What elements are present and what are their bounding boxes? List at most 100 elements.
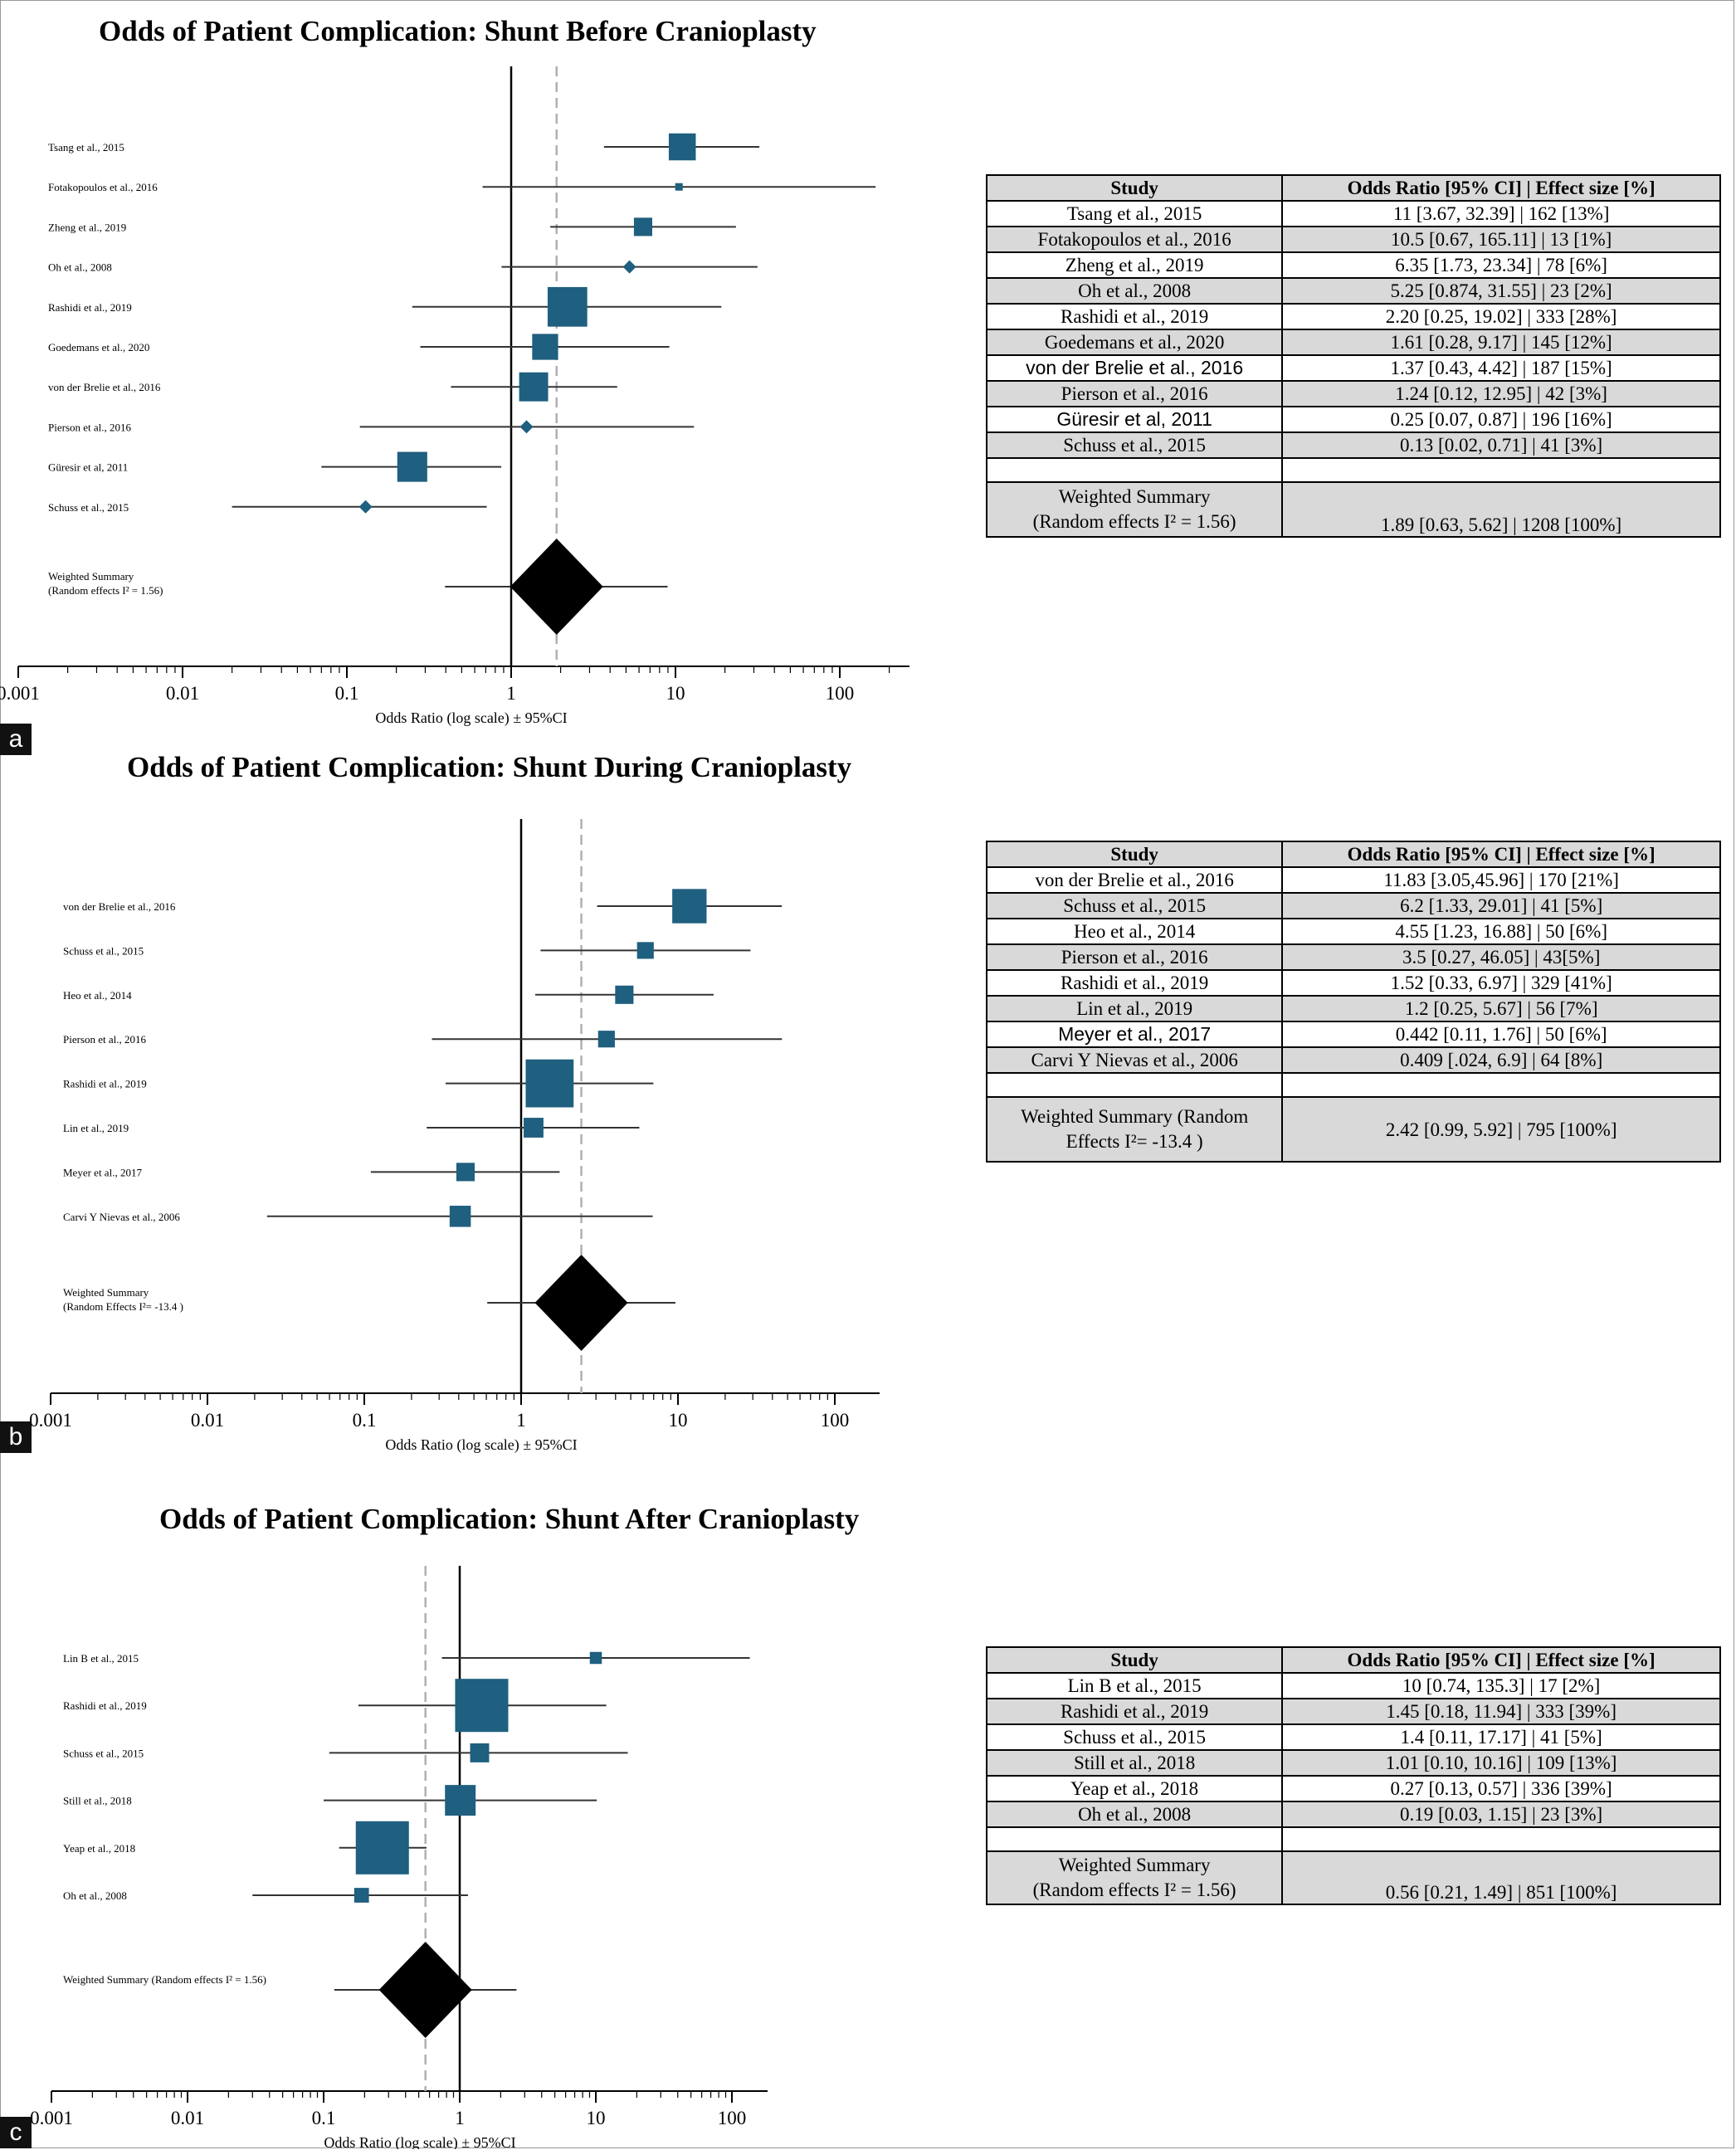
table-row: Carvi Y Nievas et al., 2006 0.409 [.024, … xyxy=(985,1046,1721,1074)
summary-diamond xyxy=(378,1942,472,2038)
table-row: Still et al., 2018 1.01 [0.10, 10.16] | 1… xyxy=(985,1749,1721,1777)
panel-letter-b: b xyxy=(0,1421,32,1453)
panel-letter-a: a xyxy=(0,724,32,755)
study-marker-square xyxy=(455,1679,509,1733)
study-label: Goedemans et al., 2020 xyxy=(48,341,149,353)
table-cell-study: Zheng et al., 2019 xyxy=(985,251,1284,279)
table-row: Pierson et al., 2016 1.24 [0.12, 12.95] |… xyxy=(985,380,1721,407)
table-cell-study: Carvi Y Nievas et al., 2006 xyxy=(985,1046,1284,1074)
study-marker-square xyxy=(672,889,707,924)
table-cell-result: 4.55 [1.23, 16.88] | 50 [6%] xyxy=(1281,918,1721,945)
table-cell-result: 2.20 [0.25, 19.02] | 333 [28%] xyxy=(1281,303,1721,330)
table-cell-study: Fotakopoulos et al., 2016 xyxy=(985,226,1284,253)
study-marker-square xyxy=(525,1059,574,1108)
study-marker-square xyxy=(675,183,683,191)
forest-plot-b: 0.001 0.01 0.1 1 10 100 Odds Ratio (log scale)… xyxy=(29,819,880,1454)
table-row: Fotakopoulos et al., 2016 10.5 [0.67, 165… xyxy=(985,226,1721,253)
summary-label: Weighted Summary xyxy=(48,570,134,583)
table-cell-result: 11 [3.67, 32.39] | 162 [13%] xyxy=(1281,200,1721,227)
table-cell-study: Meyer et al., 2017 xyxy=(985,1021,1284,1048)
study-label: Oh et al., 2008 xyxy=(48,261,112,274)
table-header-odds-ratio: Odds Ratio [95% CI] | Effect size [%] xyxy=(1281,174,1721,202)
study-label: Meyer et al., 2017 xyxy=(63,1166,142,1178)
table-cell-result: 0.13 [0.02, 0.71] | 41 [3%] xyxy=(1281,431,1721,459)
summary-diamond xyxy=(534,1255,628,1351)
x-tick-label: 1 xyxy=(455,2108,465,2128)
x-tick-label: 0.1 xyxy=(353,1410,377,1431)
table-header-odds-ratio: Odds Ratio [95% CI] | Effect size [%] xyxy=(1281,1646,1721,1674)
table-cell-result: 1.52 [0.33, 6.97] | 329 [41%] xyxy=(1281,969,1721,997)
table-row-blank xyxy=(985,1826,1721,1852)
table-header-study: Study xyxy=(985,174,1284,202)
study-label: Schuss et al., 2015 xyxy=(48,501,129,514)
table-cell-summary-label: Weighted Summary (Random effects I² = 1.5… xyxy=(985,1850,1284,1905)
table-cell-result: 1.61 [0.28, 9.17] | 145 [12%] xyxy=(1281,329,1721,356)
table-row-summary: Weighted Summary (Random effects I² = 1.5… xyxy=(985,481,1721,538)
table-cell-study: Rashidi et al., 2019 xyxy=(985,1698,1284,1725)
table-cell-result: 10.5 [0.67, 165.11] | 13 [1%] xyxy=(1281,226,1721,253)
table-cell-result: 3.5 [0.27, 46.05] | 43[5%] xyxy=(1281,943,1721,971)
study-label: Heo et al., 2014 xyxy=(63,989,132,1002)
study-marker-square xyxy=(532,334,558,360)
study-marker-square xyxy=(668,133,696,161)
summary-diamond xyxy=(510,539,603,635)
table-cell-summary-result: 0.56 [0.21, 1.49] | 851 [100%] xyxy=(1281,1850,1721,1905)
table-cell-result: 6.2 [1.33, 29.01] | 41 [5%] xyxy=(1281,892,1721,919)
table-header-study: Study xyxy=(985,841,1284,868)
panel-b-title: Odds of Patient Complication: Shunt Duri… xyxy=(127,751,852,783)
table-cell-result: 11.83 [3.05,45.96] | 170 [21%] xyxy=(1281,866,1721,894)
study-label: Still et al., 2018 xyxy=(63,1795,132,1807)
table-row-blank xyxy=(985,457,1721,483)
x-axis-label: Odds Ratio (log scale) ± 95%CI xyxy=(375,709,567,727)
table-cell-result: 0.27 [0.13, 0.57] | 336 [39%] xyxy=(1281,1775,1721,1802)
results-table-c: Study Odds Ratio [95% CI] | Effect size … xyxy=(985,1646,1721,1905)
x-tick-label: 10 xyxy=(587,2108,606,2128)
x-tick-label: 100 xyxy=(826,683,855,704)
study-marker-square xyxy=(547,286,588,327)
x-tick-label: 100 xyxy=(718,2108,747,2128)
table-cell-study: Rashidi et al., 2019 xyxy=(985,303,1284,330)
table-cell-result: 5.25 [0.874, 31.55] | 23 [2%] xyxy=(1281,277,1721,305)
study-marker-square xyxy=(597,1031,615,1048)
table-cell-result: 1.45 [0.18, 11.94] | 333 [39%] xyxy=(1281,1698,1721,1725)
study-marker-square xyxy=(524,1118,544,1138)
study-marker-square xyxy=(397,451,427,482)
x-tick-label: 0.001 xyxy=(30,2108,73,2128)
table-cell-study: Schuss et al., 2015 xyxy=(985,892,1284,919)
study-marker-square xyxy=(355,1821,409,1875)
x-tick-label: 0.001 xyxy=(0,683,40,704)
study-marker-square xyxy=(589,1651,602,1665)
panel-a-title: Odds of Patient Complication: Shunt Befo… xyxy=(99,15,817,47)
x-tick-label: 0.1 xyxy=(335,683,359,704)
table-row-summary: Weighted Summary (Random effects I² = 1.5… xyxy=(985,1850,1721,1905)
table-cell-study: Oh et al., 2008 xyxy=(985,1801,1284,1828)
table-cell-study: Lin B et al., 2015 xyxy=(985,1672,1284,1699)
results-table-a: Study Odds Ratio [95% CI] | Effect size … xyxy=(985,174,1721,538)
table-row: von der Brelie et al., 2016 11.83 [3.05,4… xyxy=(985,866,1721,894)
study-label: Tsang et al., 2015 xyxy=(48,141,124,154)
table-header-study: Study xyxy=(985,1646,1284,1674)
table-row: Heo et al., 2014 4.55 [1.23, 16.88] | 50 … xyxy=(985,918,1721,945)
results-table-b: Study Odds Ratio [95% CI] | Effect size … xyxy=(985,841,1721,1163)
table-row: Güresir et al, 2011 0.25 [0.07, 0.87] | 1… xyxy=(985,406,1721,433)
table-row-summary: Weighted Summary (Random Effects I²= -13.… xyxy=(985,1096,1721,1163)
study-marker-square xyxy=(633,217,652,236)
table-row: Zheng et al., 2019 6.35 [1.73, 23.34] | 7… xyxy=(985,251,1721,279)
table-cell-summary-label: Weighted Summary (Random effects I² = 1.5… xyxy=(985,481,1284,538)
study-label: Lin et al., 2019 xyxy=(63,1122,129,1134)
study-marker-square xyxy=(519,372,549,402)
study-label: von der Brelie et al., 2016 xyxy=(48,381,161,393)
panel-c-title: Odds of Patient Complication: Shunt Afte… xyxy=(159,1503,860,1535)
table-cell-study: Oh et al., 2008 xyxy=(985,277,1284,305)
table-cell-study: Goedemans et al., 2020 xyxy=(985,329,1284,356)
table-row: Schuss et al., 2015 6.2 [1.33, 29.01] | 4… xyxy=(985,892,1721,919)
table-row: Schuss et al., 2015 0.13 [0.02, 0.71] | 4… xyxy=(985,431,1721,459)
study-label: Lin B et al., 2015 xyxy=(63,1652,139,1665)
table-row: Rashidi et al., 2019 2.20 [0.25, 19.02] |… xyxy=(985,303,1721,330)
study-label: Pierson et al., 2016 xyxy=(63,1033,147,1046)
table-row: Meyer et al., 2017 0.442 [0.11, 1.76] | 5… xyxy=(985,1021,1721,1048)
table-cell-summary-result: 1.89 [0.63, 5.62] | 1208 [100%] xyxy=(1281,481,1721,538)
table-row: von der Brelie et al., 2016 1.37 [0.43, 4… xyxy=(985,354,1721,382)
study-marker-square xyxy=(354,1888,369,1903)
